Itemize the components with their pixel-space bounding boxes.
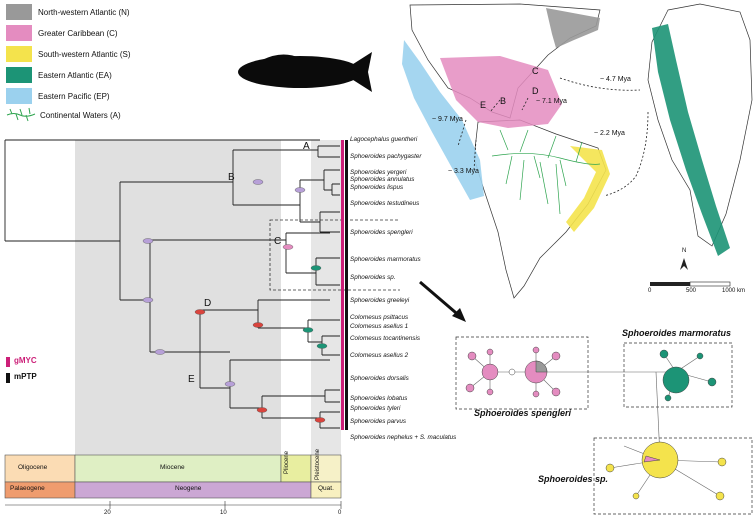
scale-tick: 0 — [648, 288, 652, 294]
north-western-atlantic-region — [546, 8, 600, 48]
taxon-label: Sphoeroides parvus — [350, 418, 407, 425]
miocene-band — [75, 140, 281, 455]
legend-swatch — [6, 4, 32, 20]
axis-tick: 0 — [338, 510, 342, 516]
legend-swatch — [6, 67, 32, 83]
taxon-label: Sphoeroides tyleri — [350, 405, 401, 412]
axis-tick: 10 — [220, 510, 227, 516]
fish-icon — [238, 52, 372, 92]
phylogenetic-tree — [4, 139, 340, 429]
pointer-arrow — [419, 280, 466, 322]
legend-label: South-western Atlantic (S) — [38, 49, 131, 59]
region-letter: C — [532, 66, 539, 76]
legend-swatch — [6, 46, 32, 62]
taxon-label: Sphoeroides dorsalis — [350, 375, 409, 382]
period-label: Neogene — [175, 485, 202, 492]
taxon-label: Sphoeroides greeleyi — [350, 297, 410, 304]
taxon-label: Sphoeroides spengleri — [350, 229, 413, 236]
legend-item-south-western-atlantic: South-western Atlantic (S) — [6, 45, 130, 63]
legend-label: Eastern Atlantic (EA) — [38, 70, 112, 80]
taxon-label: Sphoeroides lispus — [350, 184, 404, 191]
epoch-label: Oligocene — [18, 464, 48, 471]
period-label: Quat. — [318, 485, 334, 492]
legend-item-eastern-atlantic: Eastern Atlantic (EA) — [6, 66, 112, 84]
gmyc-label: gMYC — [14, 356, 37, 365]
legend-item-eastern-pacific: Eastern Pacific (EP) — [6, 87, 110, 105]
region-letter: B — [500, 96, 507, 106]
node-label-a: A — [303, 141, 310, 152]
taxon-label: Sphoeroides sp. — [350, 274, 396, 281]
age-label: ~ 2.2 Mya — [594, 130, 625, 137]
delimitation-bars — [341, 140, 348, 430]
legend-swatch — [6, 88, 32, 104]
age-label: ~ 7.1 Mya — [536, 98, 567, 105]
map — [400, 0, 753, 300]
haplotype-networks — [455, 336, 753, 515]
amazon-river-network — [491, 129, 601, 215]
taxon-label: Sphoeroides annulatus — [350, 176, 415, 183]
eastern-atlantic-region — [652, 24, 730, 256]
mptp-label: mPTP — [14, 372, 37, 381]
network-label-spengleri: Sphoeroides spengleri — [474, 408, 572, 418]
legend-label: Eastern Pacific (EP) — [38, 91, 110, 101]
delimitation-legend — [6, 357, 10, 383]
network-label-marmoratus: Sphoeroides marmoratus — [622, 328, 732, 338]
taxon-label: Sphoeroides lobatus — [350, 395, 408, 402]
south-western-atlantic-region — [566, 146, 610, 232]
node-label-d: D — [204, 298, 212, 309]
taxon-label: Sphoeroides yergeri — [350, 169, 407, 176]
taxon-label: Lagocephalus guentheri — [350, 136, 418, 143]
river-icon — [6, 107, 36, 122]
taxon-label: Sphoeroides pachygaster — [350, 153, 422, 160]
network-label-sp: Sphoeroides sp. — [538, 474, 609, 484]
scale-bar — [650, 281, 731, 287]
eastern-pacific-region — [402, 40, 484, 200]
compass-icon — [680, 258, 688, 270]
taxon-label: Sphoeroides nephelus + S. maculatus — [350, 434, 457, 441]
legend-item-continental-waters: Continental Waters (A) — [6, 106, 121, 124]
epoch-label: Pliocene — [284, 450, 290, 474]
pliocene-band — [281, 140, 311, 455]
period-label: Palaeogene — [10, 485, 45, 492]
timescale — [4, 454, 342, 509]
axis-tick: 20 — [104, 510, 111, 516]
node-label-c: C — [274, 236, 282, 247]
legend-swatch — [6, 25, 32, 41]
epoch-label: Miocene — [160, 464, 185, 471]
taxon-label: Colomesus asellus 2 — [350, 352, 409, 359]
pleistocene-band — [311, 140, 341, 455]
legend-label: North-western Atlantic (N) — [38, 7, 130, 17]
node-markers — [142, 179, 328, 423]
region-letter: D — [532, 86, 539, 96]
legend-label: Continental Waters (A) — [40, 110, 121, 120]
node-label-e: E — [188, 374, 195, 385]
compass-label: N — [682, 248, 687, 254]
node-label-b: B — [228, 172, 235, 183]
age-label: ~ 4.7 Mya — [600, 76, 631, 83]
greater-caribbean-region — [440, 56, 562, 128]
taxon-label: Sphoeroides marmoratus — [350, 256, 421, 263]
taxon-label: Colomesus asellus 1 — [350, 323, 409, 330]
taxon-label: Colomesus psittacus — [350, 314, 409, 321]
age-label: ~ 3.3 Mya — [448, 168, 479, 175]
age-label: ~ 9.7 Mya — [432, 116, 463, 123]
region-letter: E — [480, 100, 487, 110]
epoch-label: Pleistocene — [315, 448, 321, 480]
legend-item-greater-caribbean: Greater Caribbean (C) — [6, 24, 118, 42]
south-america-land — [473, 119, 607, 299]
scale-tick: 1000 km — [722, 288, 746, 294]
legend-item-north-western-atlantic: North-western Atlantic (N) — [6, 3, 130, 21]
scale-tick: 500 — [686, 288, 697, 294]
taxon-label: Sphoeroides testudineus — [350, 200, 420, 207]
taxon-label: Colomesus tocantinensis — [350, 335, 421, 342]
legend-label: Greater Caribbean (C) — [38, 28, 118, 38]
